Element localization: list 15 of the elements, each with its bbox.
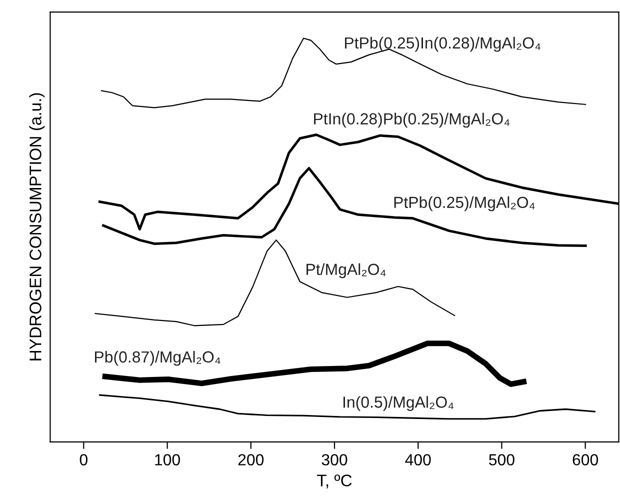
x-axis-title: T, ºC (317, 474, 352, 488)
x-tick-label: 600 (572, 454, 598, 466)
series-label: Pt/MgAl₂O₄ (306, 263, 386, 278)
series-label: PtPb(0.25)/MgAl₂O₄ (394, 196, 535, 212)
x-tick-label: 200 (238, 454, 264, 466)
series-label: PtIn(0.28)Pb(0.25)/MgAl₂O₄ (314, 112, 510, 128)
x-tick-label: 100 (155, 454, 180, 466)
x-tick-label: 500 (489, 454, 514, 466)
series-label: In(0.5)/MgAl₂O₄ (343, 396, 454, 411)
series-label: PtPb(0.25)In(0.28)/MgAl₂O₄ (344, 36, 540, 52)
x-tick-label: 300 (322, 454, 348, 466)
y-axis-title: HYDROGEN CONSUMPTION (a.u.) (29, 93, 45, 360)
series-label: Pb(0.87)/MgAl₂O₄ (95, 350, 220, 366)
x-tick-label: 400 (405, 454, 431, 466)
x-tick-label: 0 (80, 454, 88, 466)
